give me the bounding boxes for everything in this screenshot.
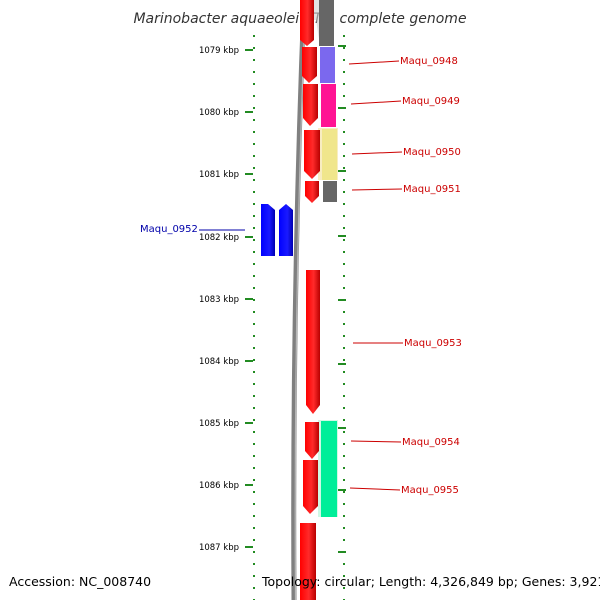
scale-tick-label: 1085 kbp (199, 419, 239, 429)
gene-label-maqu-0953[interactable]: Maqu_0953 (404, 338, 462, 349)
gene-block-maqu-0951 (323, 181, 337, 202)
cds-arrow-minus (303, 460, 318, 514)
gene-labels: Maqu_0948 Maqu_0949 Maqu_0950 Maqu_0951 … (140, 56, 462, 496)
leader-line (348, 60, 400, 65)
gene-label-maqu-0952[interactable]: Maqu_0952 (140, 224, 198, 235)
cds-arrow-minus (302, 47, 317, 83)
leader-line (349, 487, 401, 491)
gene-label-maqu-0949[interactable]: Maqu_0949 (402, 96, 460, 107)
scale-tick-label: 1086 kbp (199, 481, 239, 491)
scale-tick: 1081 kbp (199, 170, 253, 180)
minus-strand-cds (300, 0, 320, 600)
leader-line (351, 151, 403, 155)
colored-gene-track (319, 0, 337, 517)
genome-backbone (291, 0, 307, 600)
cds-arrow-minus (300, 0, 314, 46)
cds-arrow-maqu-0953 (306, 270, 320, 414)
gene-label-maqu-0955[interactable]: Maqu_0955 (401, 485, 459, 496)
topology-text: Topology: circular; Length: 4,326,849 bp… (261, 574, 600, 589)
scale-tick: 1086 kbp (199, 481, 253, 491)
gene-block-maqu-0954 (321, 421, 337, 517)
scale-ticks: 1079 kbp 1080 kbp 1081 kbp 1082 kbp 1083… (199, 46, 253, 553)
scale-tick: 1085 kbp (199, 419, 253, 429)
cds-arrow-minus (305, 181, 319, 203)
cds-arrow-minus (304, 130, 320, 179)
gene-block-grey-top (319, 0, 334, 46)
scale-tick-label: 1084 kbp (199, 357, 239, 367)
scale-tick-label: 1080 kbp (199, 108, 239, 118)
scale-tick: 1083 kbp (199, 295, 253, 305)
right-guide-ticks (338, 45, 346, 553)
gene-block-maqu-0949 (321, 84, 336, 127)
scale-tick-label: 1083 kbp (199, 295, 239, 305)
accession-text: Accession: NC_008740 (9, 574, 151, 589)
gene-label-maqu-0950[interactable]: Maqu_0950 (403, 147, 461, 158)
leader-line (351, 188, 403, 191)
scale-tick: 1087 kbp (199, 543, 253, 553)
scale-tick: 1084 kbp (199, 357, 253, 367)
gene-block-maqu-0948 (320, 47, 335, 83)
scale-tick-label: 1087 kbp (199, 543, 239, 553)
scale-tick-label: 1082 kbp (199, 233, 239, 243)
leader-line (350, 100, 402, 105)
scale-tick-label: 1079 kbp (199, 46, 239, 56)
gene-block-maqu-0950 (322, 129, 337, 180)
cds-arrow-maqu-0952-a (261, 204, 275, 256)
plus-strand-cds (261, 204, 293, 256)
cds-arrow-maqu-0952-b (279, 204, 293, 256)
cds-arrow-minus (300, 523, 316, 600)
leader-lines (199, 60, 403, 491)
scale-tick: 1080 kbp (199, 108, 253, 118)
gene-label-maqu-0951[interactable]: Maqu_0951 (403, 184, 461, 195)
leader-line (350, 440, 402, 443)
gene-label-maqu-0954[interactable]: Maqu_0954 (402, 437, 460, 448)
scale-tick-label: 1081 kbp (199, 170, 239, 180)
gene-label-maqu-0948[interactable]: Maqu_0948 (400, 56, 458, 67)
cds-arrow-minus (303, 84, 318, 126)
genome-backbone-highlight (294, 0, 307, 600)
scale-tick: 1082 kbp (199, 233, 253, 243)
cds-arrow-minus (305, 422, 319, 459)
scale-tick: 1079 kbp (199, 46, 253, 56)
